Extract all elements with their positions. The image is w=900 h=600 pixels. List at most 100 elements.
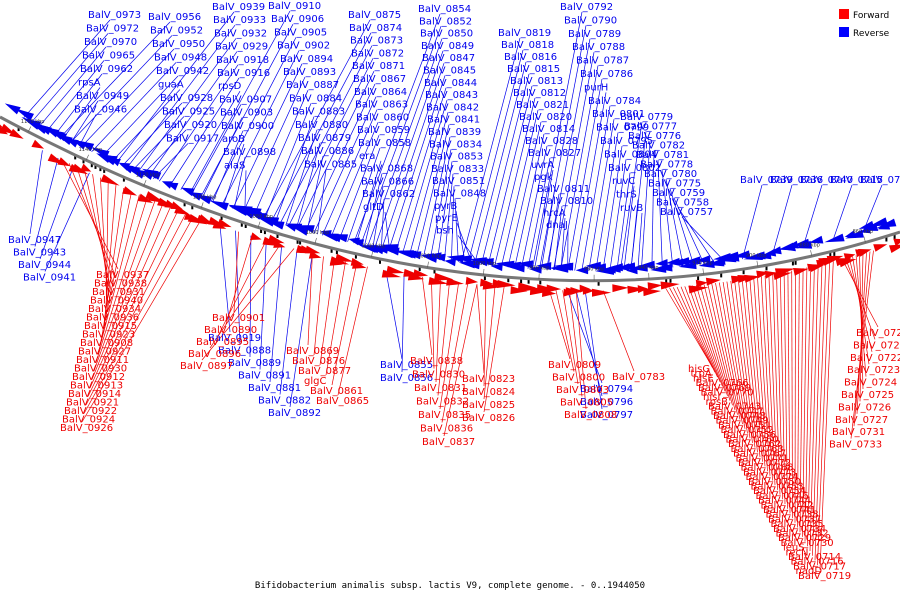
reverse-gene-arrow <box>145 170 162 180</box>
leader-line <box>169 77 240 186</box>
reverse-gene-label: BalV_0790 <box>564 15 617 26</box>
reverse-gene-label: BalV_0873 <box>350 36 403 47</box>
reverse-gene-label: BalV_0939 <box>212 2 265 13</box>
leader-line <box>262 19 371 219</box>
forward-gene-arrow <box>809 264 825 272</box>
leader-line <box>39 165 75 260</box>
forward-gene-arrow <box>520 283 540 292</box>
leader-line <box>443 284 478 437</box>
leader-line <box>87 209 179 397</box>
forward-gene-arrow <box>546 284 562 293</box>
leader-line <box>233 157 246 210</box>
reverse-gene-label: BalV_0886 <box>301 146 354 157</box>
leader-line <box>437 280 450 396</box>
reverse-gene-label: BalV_0932 <box>214 28 267 39</box>
feature-mark <box>520 279 523 284</box>
scale-tick-label: 1000 kbp <box>473 261 497 267</box>
leader-line <box>423 136 451 257</box>
forward-gene-label: BalV_0931 <box>92 287 145 298</box>
forward-gene-label: BalV_0865 <box>316 396 369 407</box>
forward-gene-label: BalV_0767 <box>733 449 786 460</box>
forward-gene-label: BalV_0751 <box>718 420 771 431</box>
forward-gene-label: BalV_0721 <box>853 340 900 351</box>
reverse-gene-label: BalV_0810 <box>540 196 593 207</box>
forward-gene-label: BalV_0911 <box>76 355 129 366</box>
reverse-gene-label: BalV_0972 <box>86 24 139 35</box>
reverse-gene-label: BalV_0970 <box>84 37 137 48</box>
forward-gene-label: BalV_0735 <box>771 519 824 530</box>
leader-line <box>116 11 235 164</box>
forward-gene-arrow <box>217 218 232 228</box>
reverse-gene-label: BalV_0860 <box>356 112 409 123</box>
reverse-gene-label: BalV_0801 <box>592 109 645 120</box>
feature-mark <box>74 155 77 160</box>
forward-gene-label: BalV_0937 <box>96 270 149 281</box>
leader-line <box>319 259 335 366</box>
reverse-gene-label: hrcA <box>543 208 566 219</box>
scale-tick-mark <box>756 260 759 267</box>
forward-gene-label: BalV_0934 <box>88 304 141 315</box>
reverse-gene-label: BalV_0847 <box>422 53 475 64</box>
forward-gene-label: BalV_0877 <box>298 366 351 377</box>
forward-gene-label: BalV_0760 <box>726 435 779 446</box>
feature-mark <box>17 127 20 132</box>
forward-gene-label: BalV_0768 <box>741 463 794 474</box>
feature-mark <box>833 251 836 256</box>
forward-gene-label: BalV_0838 <box>410 356 463 367</box>
forward-gene-arrow <box>80 163 92 172</box>
leader-line <box>802 267 808 537</box>
leader-line <box>401 273 405 373</box>
leader-line <box>81 48 175 148</box>
leader-line <box>753 277 768 472</box>
forward-gene-label: BalV_0720 <box>856 328 900 339</box>
forward-gene-arrow <box>542 289 557 297</box>
scale-tick-label: 1080 kbp <box>249 214 273 220</box>
feature-mark <box>354 254 357 259</box>
forward-gene-label: BalV_0722 <box>850 353 900 364</box>
scale-tick-mark <box>427 261 429 268</box>
forward-gene-arrow <box>838 259 857 268</box>
reverse-gene-label: BalV_0856 <box>380 373 433 384</box>
leader-line <box>360 26 442 245</box>
legend-reverse-swatch <box>839 27 849 37</box>
reverse-gene-label: BalV_0784 <box>588 96 641 107</box>
forward-gene-label: BalV_0733 <box>829 440 882 451</box>
leader-line <box>814 263 827 561</box>
reverse-gene-label: BalV_0818 <box>501 40 554 51</box>
legend: Forward Reverse <box>839 9 890 39</box>
leader-line <box>91 62 177 153</box>
leader-line <box>802 184 823 249</box>
reverse-gene-label: BalV_0864 <box>354 87 407 98</box>
reverse-gene-label: BalV_0893 <box>283 67 336 78</box>
reverse-gene-label: BalV_0859 <box>357 125 410 136</box>
reverse-gene-label: alaS <box>224 160 245 171</box>
reverse-gene-label: BalV_0833 <box>431 164 484 175</box>
leader-line <box>555 290 575 372</box>
reverse-gene-label: BalV_0799 <box>596 123 649 134</box>
forward-gene-label: BalV_0744 <box>758 496 811 507</box>
feature-mark <box>276 234 279 238</box>
leader-line <box>89 206 171 389</box>
feature-mark <box>669 278 672 283</box>
leader-line <box>111 89 181 162</box>
reverse-gene-arrow <box>732 250 751 259</box>
leader-line <box>741 279 761 458</box>
forward-gene-arrow <box>465 276 479 285</box>
feature-mark <box>720 273 723 278</box>
reverse-gene-label: BalV_0715 <box>830 175 883 186</box>
leader-line <box>699 284 733 406</box>
reverse-gene-label: aroB <box>222 134 245 145</box>
reverse-gene-label: BalV_0905 <box>274 27 327 38</box>
leader-line <box>768 274 778 490</box>
leader-line <box>850 250 874 439</box>
leader-line <box>560 217 566 271</box>
leader-line <box>602 290 635 372</box>
forward-gene-arrow <box>267 234 285 244</box>
leader-line <box>494 97 536 267</box>
reverse-gene-arrow <box>403 251 422 260</box>
reverse-gene-label: BalV_0910 <box>268 1 321 12</box>
leader-line <box>507 121 542 268</box>
forward-gene-arrow <box>170 201 183 210</box>
leader-line <box>68 163 117 278</box>
forward-gene-label: BalV_0936 <box>86 313 139 324</box>
